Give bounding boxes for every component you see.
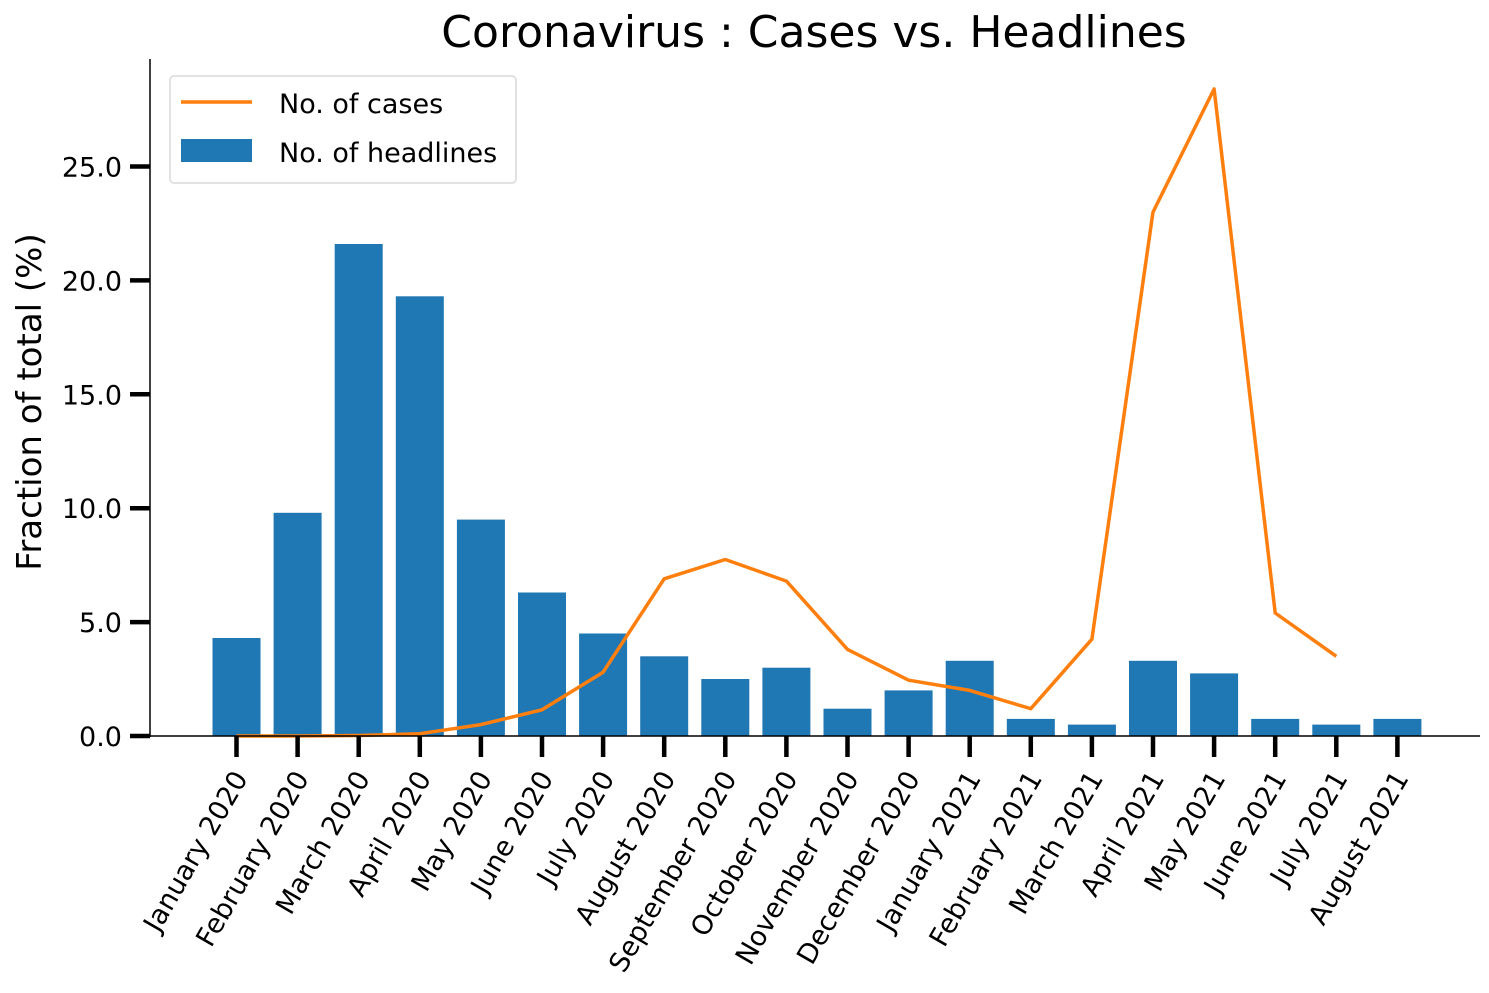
headline-bar	[334, 244, 383, 736]
legend-cases-label: No. of cases	[279, 89, 443, 120]
headline-bar	[212, 638, 261, 736]
headline-bar	[1129, 660, 1177, 736]
headline-bar	[1067, 724, 1116, 736]
headline-bar	[273, 512, 322, 736]
headline-bar	[1373, 718, 1422, 736]
y-tick-label: 5.0	[79, 608, 122, 639]
y-ticks-layer: 0.0 5.0 10.0 15.0 20.0 25.0	[62, 153, 150, 753]
y-tick-label: 15.0	[62, 380, 122, 411]
y-tick-label: 25.0	[62, 153, 122, 184]
headline-bar	[395, 296, 444, 736]
headline-bar	[884, 690, 933, 736]
headline-bar	[701, 679, 750, 736]
legend-headlines-label: No. of headlines	[279, 138, 497, 169]
y-tick-label: 0.0	[79, 722, 122, 753]
cases-line-layer	[236, 87, 1338, 738]
headline-bar	[1312, 724, 1361, 736]
headline-bar	[640, 656, 689, 736]
chart-title: Coronavirus : Cases vs. Headlines	[441, 7, 1186, 58]
bars-layer	[212, 244, 1422, 736]
headline-bar	[762, 667, 811, 736]
legend-headlines-swatch	[181, 139, 252, 162]
y-axis-label: Fraction of total (%)	[10, 233, 50, 571]
headline-bar	[1006, 718, 1055, 736]
legend-frame	[169, 75, 517, 184]
y-tick-label: 10.0	[62, 494, 122, 525]
legend: No. of cases No. of headlines	[169, 75, 517, 184]
headline-bar	[945, 660, 994, 736]
headline-bar	[456, 519, 505, 736]
y-tick-label: 20.0	[62, 266, 122, 297]
headline-bar	[823, 708, 872, 736]
headline-bar	[1251, 718, 1300, 736]
headline-bar	[1190, 673, 1239, 736]
cases-line	[236, 87, 1338, 738]
